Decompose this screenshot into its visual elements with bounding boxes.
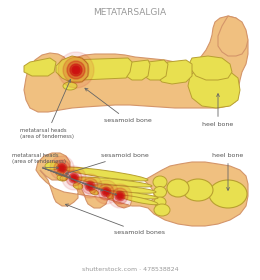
Polygon shape [218,16,248,56]
Polygon shape [24,58,56,76]
Ellipse shape [62,167,148,181]
Polygon shape [24,16,248,112]
Circle shape [74,67,79,73]
Ellipse shape [90,189,98,195]
Ellipse shape [183,179,213,201]
Circle shape [57,163,67,173]
Circle shape [72,66,80,74]
Circle shape [102,188,109,195]
Text: metatarsal heads
(area of tenderness): metatarsal heads (area of tenderness) [12,153,66,164]
Ellipse shape [74,177,152,187]
Polygon shape [62,58,132,80]
Text: heel bone: heel bone [212,153,244,190]
Ellipse shape [167,179,189,197]
Text: metatarsal heads
(area of tenderness): metatarsal heads (area of tenderness) [20,80,74,139]
Circle shape [66,170,82,186]
Ellipse shape [120,195,158,205]
Circle shape [78,174,102,198]
Ellipse shape [73,183,83,189]
Ellipse shape [45,162,59,170]
Ellipse shape [153,176,167,188]
Ellipse shape [153,186,166,197]
Circle shape [87,183,94,190]
Polygon shape [56,56,88,82]
Circle shape [94,180,118,204]
Ellipse shape [106,191,158,199]
Circle shape [70,174,77,181]
Circle shape [63,57,89,83]
Ellipse shape [154,204,170,216]
Ellipse shape [106,193,114,199]
Polygon shape [188,68,240,108]
Ellipse shape [56,171,64,176]
Circle shape [69,173,79,183]
Circle shape [108,184,132,208]
Circle shape [85,181,95,191]
Circle shape [116,193,124,199]
Circle shape [50,156,74,180]
Polygon shape [156,60,192,84]
Text: heel bone: heel bone [202,94,234,127]
Circle shape [58,52,94,88]
Circle shape [88,184,92,188]
Circle shape [118,194,122,198]
Polygon shape [142,60,168,80]
Circle shape [54,160,70,176]
Polygon shape [36,153,248,226]
Ellipse shape [57,175,67,181]
Circle shape [60,166,64,170]
Text: sesamoid bone: sesamoid bone [66,153,149,174]
Text: METATARSALGIA: METATARSALGIA [93,8,167,17]
Text: sesamoid bones: sesamoid bones [66,204,166,235]
Ellipse shape [90,185,156,193]
Text: shutterstock.com · 478538824: shutterstock.com · 478538824 [82,267,178,272]
Circle shape [70,64,82,76]
Circle shape [112,188,128,204]
Circle shape [98,184,114,200]
Circle shape [67,61,85,79]
Circle shape [72,176,76,180]
Ellipse shape [209,180,247,208]
Circle shape [58,165,66,171]
Text: sesamoid bone: sesamoid bone [85,88,152,123]
Circle shape [62,166,86,190]
Ellipse shape [60,176,68,181]
Ellipse shape [63,82,77,90]
Ellipse shape [154,197,166,207]
Circle shape [101,187,111,197]
Polygon shape [190,56,232,80]
Polygon shape [126,60,150,80]
Circle shape [82,178,98,194]
Circle shape [115,191,125,201]
Circle shape [104,190,108,194]
